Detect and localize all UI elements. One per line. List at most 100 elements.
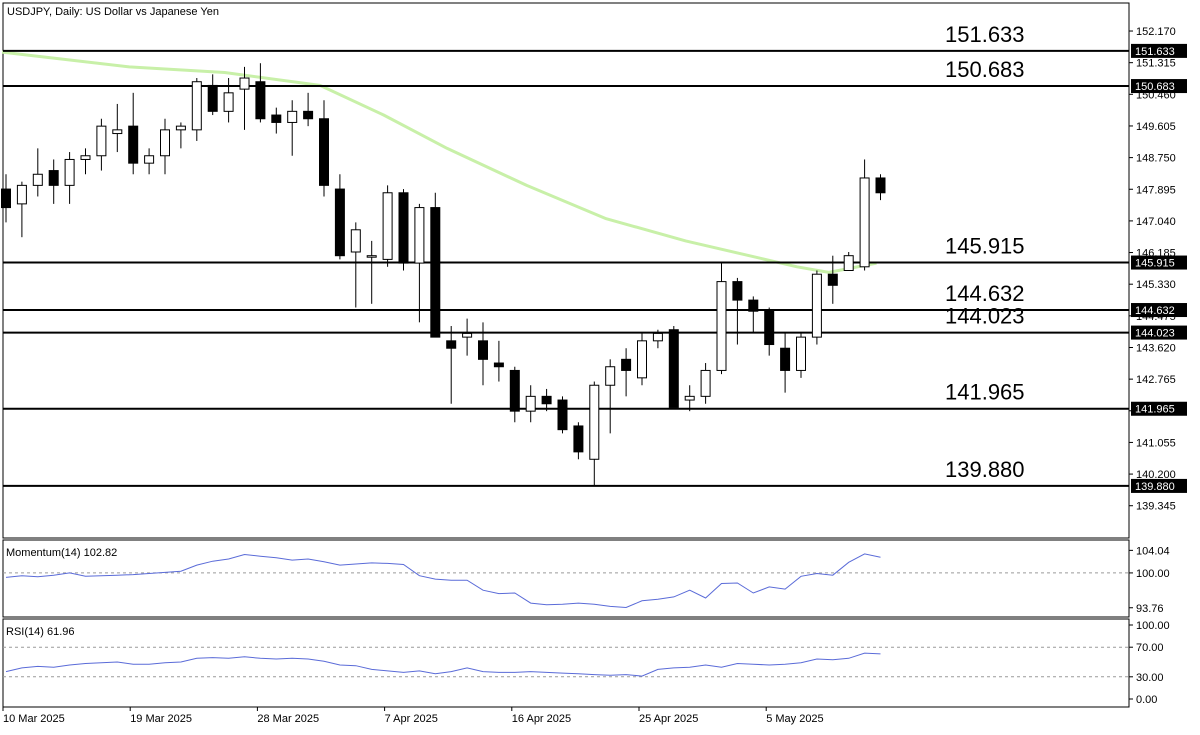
candle-body [64, 158, 75, 186]
bullish-candle [843, 251, 854, 271]
candle-body [509, 369, 520, 412]
rsi-tick-label: 70.00 [1136, 642, 1164, 654]
bullish-candle [112, 103, 123, 153]
x-tick-label: 5 May 2025 [766, 713, 823, 725]
candle-body [271, 114, 282, 123]
bullish-candle [700, 363, 711, 404]
bearish-candle [1, 174, 11, 223]
candle-body [32, 173, 43, 186]
bullish-candle [811, 270, 822, 345]
candle-body [239, 77, 250, 90]
candle-body [366, 255, 377, 258]
rsi-panel-frame [2, 618, 1130, 708]
candle-body [796, 336, 806, 371]
momentum-tick-label: 104.04 [1136, 545, 1170, 557]
candle-body [493, 362, 504, 368]
bullish-candle [414, 203, 425, 323]
bearish-candle [398, 189, 409, 271]
bullish-candle [16, 181, 27, 238]
y-tick-label: 147.040 [1136, 216, 1176, 228]
candle-body [175, 125, 186, 131]
candle-body [430, 207, 441, 338]
candle-body [96, 125, 107, 157]
bearish-candle [780, 333, 791, 393]
bullish-candle [223, 78, 234, 123]
x-tick-label: 25 Apr 2025 [639, 713, 698, 725]
candle-body [605, 366, 616, 386]
bullish-candle [796, 333, 806, 378]
x-tick-label: 7 Apr 2025 [385, 713, 438, 725]
candle-body [637, 340, 647, 379]
bearish-candle [207, 74, 218, 116]
bullish-candle [637, 333, 647, 386]
candle-body [207, 84, 218, 112]
bullish-candle [32, 148, 43, 197]
momentum-tick-label: 93.76 [1136, 603, 1164, 615]
bullish-candle [96, 118, 107, 171]
bullish-candle [366, 240, 377, 304]
bearish-candle [334, 174, 345, 260]
momentum-label: Momentum(14) 102.82 [6, 547, 117, 559]
candle-body [191, 81, 202, 131]
y-tick-label: 147.895 [1136, 184, 1176, 196]
y-tick-label: 152.170 [1136, 26, 1176, 38]
candle-body [573, 425, 584, 453]
moving-average-line [1, 50, 877, 274]
bullish-candle [652, 329, 663, 349]
momentum-line [5, 553, 881, 609]
bearish-candle [303, 92, 314, 127]
rsi-label: RSI(14) 61.96 [6, 626, 74, 638]
candle-body [668, 329, 679, 408]
level-price-tag [1131, 255, 1187, 270]
bearish-candle [827, 255, 838, 304]
level-label: 139.880 [945, 457, 1025, 482]
y-tick-label: 142.765 [1136, 374, 1176, 386]
bearish-candle [48, 159, 59, 204]
candle-body [255, 81, 266, 120]
level-price-tag-text: 144.632 [1135, 305, 1175, 317]
bullish-candle [716, 263, 727, 375]
bearish-candle [621, 348, 632, 397]
y-tick-label: 149.605 [1136, 121, 1176, 133]
level-price-tag [1131, 303, 1187, 318]
candle-body [1, 188, 11, 209]
bullish-candle [589, 381, 600, 486]
candle-body [144, 155, 155, 164]
candle-body [462, 332, 473, 338]
bearish-candle [875, 174, 886, 201]
level-label: 141.965 [945, 380, 1025, 405]
chart-title: USDJPY, Daily: US Dollar vs Japanese Yen [7, 6, 219, 18]
level-price-tag-text: 151.633 [1135, 46, 1175, 58]
candle-body [478, 340, 488, 360]
candle-body [684, 395, 695, 401]
bearish-candle [493, 340, 504, 382]
x-tick-label: 10 Mar 2025 [3, 713, 65, 725]
candle-body [827, 273, 838, 286]
bearish-candle [557, 396, 568, 434]
level-price-tag-text: 150.683 [1135, 81, 1175, 93]
y-tick-label: 151.315 [1136, 58, 1176, 70]
candle-body [780, 347, 791, 371]
candle-body [112, 129, 123, 135]
y-tick-label: 143.620 [1136, 342, 1176, 354]
candle-body [128, 125, 139, 164]
level-price-tag [1131, 43, 1187, 58]
candle-body [843, 255, 854, 271]
bullish-candle [287, 100, 298, 156]
bearish-candle [430, 192, 441, 338]
candle-body [48, 170, 59, 186]
level-label: 144.632 [945, 281, 1025, 306]
candle-body [716, 281, 727, 371]
bearish-candle [764, 307, 775, 356]
candle-body [748, 299, 759, 312]
bullish-candle [160, 118, 170, 175]
bullish-candle [239, 66, 250, 130]
candle-body [875, 177, 886, 194]
candle-body [557, 399, 568, 431]
momentum-plot [3, 553, 1129, 609]
bearish-candle [509, 366, 520, 423]
level-label: 145.915 [945, 234, 1025, 259]
bearish-candle [541, 388, 552, 412]
bearish-candle [271, 107, 282, 134]
